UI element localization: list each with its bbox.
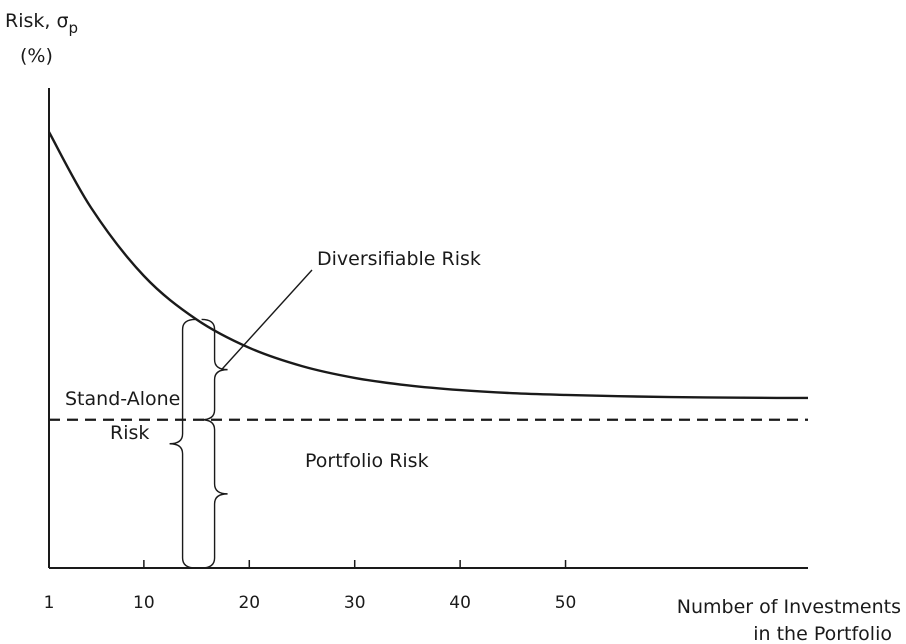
- x-axis-label-line1: Number of Investments: [677, 596, 901, 618]
- stand-alone-risk-brace: [169, 318, 196, 569]
- x-tick-label: 30: [344, 593, 366, 613]
- y-axis-label-subscript: p: [69, 19, 79, 37]
- portfolio-risk-label: Portfolio Risk: [305, 450, 429, 472]
- diversifiable-risk-label: Diversifiable Risk: [317, 248, 481, 270]
- diversifiable-risk-pointer: [221, 269, 313, 371]
- stand-alone-risk-label-line1: Stand-Alone: [65, 388, 180, 410]
- x-tick-label: 50: [555, 593, 577, 613]
- x-tick-label: 40: [449, 593, 471, 613]
- y-axis-label-main: Risk, σ: [5, 10, 69, 32]
- x-tick-label: 10: [133, 593, 155, 613]
- y-axis-label: Risk, σp: [5, 10, 78, 37]
- y-axis-unit: (%): [20, 45, 53, 67]
- x-tick-label: 20: [238, 593, 260, 613]
- diversifiable-risk-brace: [201, 318, 228, 421]
- x-axis-label-line2: in the Portfolio: [753, 623, 892, 644]
- total-risk-curve: [47, 131, 809, 400]
- x-tick-label: 1: [44, 593, 55, 613]
- portfolio-risk-brace: [201, 419, 228, 569]
- stand-alone-risk-label-line2: Risk: [110, 422, 149, 444]
